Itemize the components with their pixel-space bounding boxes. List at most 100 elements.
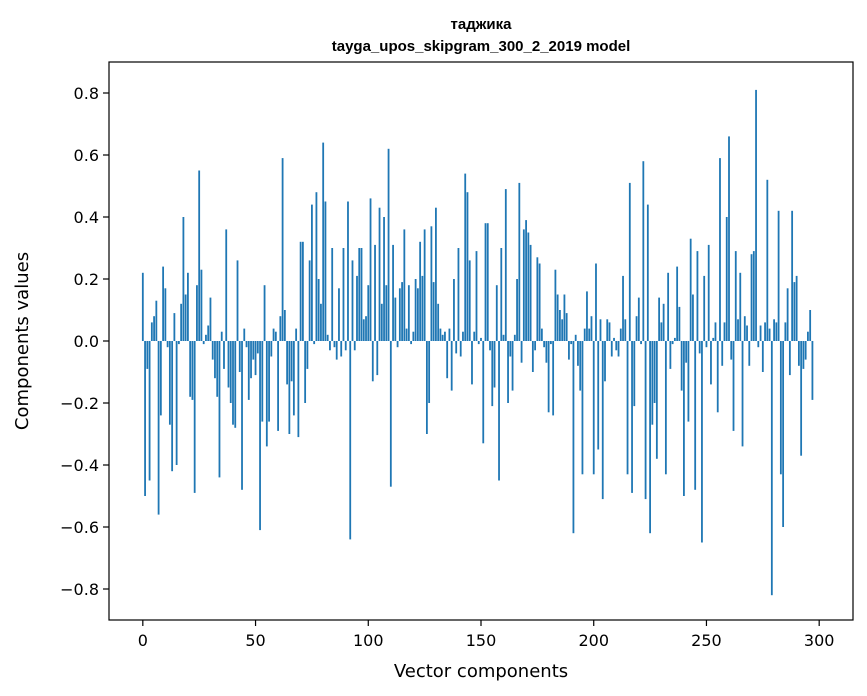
bar [577,341,579,366]
bar [540,328,543,341]
bar [547,341,550,413]
bar [378,207,381,341]
bar [701,341,703,543]
bar [626,341,629,475]
bar [159,341,162,416]
bar [270,341,273,357]
bar [297,341,300,438]
y-axis-ticks: −0.8 −0.6 −0.4 −0.2 0.0 0.2 0.4 0.6 0.8 [60,84,109,599]
y-tick-label: −0.2 [60,394,99,413]
bar [549,341,552,345]
bar [513,334,516,341]
bar [430,226,433,341]
bar [196,285,198,341]
bar [518,182,521,341]
bar [295,328,298,341]
bar [766,179,769,341]
bar [608,322,611,341]
bar [180,303,183,341]
bar [683,341,685,496]
bar [236,260,239,341]
bar [166,341,169,348]
bar [624,319,627,341]
bar [385,285,388,341]
bar [425,341,428,434]
bar [193,341,196,493]
bar [595,263,597,341]
bar [218,341,221,478]
bar [750,254,753,341]
bar [759,325,762,341]
bar [405,328,408,341]
bar [358,248,361,341]
bar [450,341,453,391]
bar [205,334,207,341]
bar [365,316,367,341]
bar [705,341,708,348]
bar [398,288,401,341]
bar [592,341,595,475]
x-axis-ticks: 0 50 100 150 200 250 300 [138,620,834,650]
bar [326,334,329,341]
bar [482,341,485,444]
bar [737,319,739,341]
bar [416,288,419,341]
bar [435,207,437,341]
bar [653,341,656,403]
bar [191,341,194,400]
bar [243,328,246,341]
bar [349,341,352,540]
bar [407,285,410,341]
bar [685,341,688,363]
bar [241,341,243,490]
bar [568,341,570,360]
x-tick-label: 50 [245,631,265,650]
bar [522,229,525,341]
bar [410,341,413,345]
bar [574,334,577,341]
bar [649,341,651,534]
bar [606,319,609,341]
chart-subtitle: tayga_upos_skipgram_300_2_2019 model [332,38,631,55]
bar [748,341,751,366]
bar [324,201,327,341]
y-tick-label: 0.2 [74,270,99,289]
bar [583,328,586,341]
bar [579,341,582,391]
bar [292,341,295,416]
bar [468,260,471,341]
bar [150,322,153,341]
bar [189,341,192,397]
bar [252,341,255,360]
bar [527,232,530,341]
bar [637,297,640,341]
bar [153,316,155,341]
y-tick-label: −0.4 [60,456,99,475]
bar [489,341,491,351]
bar [301,241,304,341]
x-tick-label: 150 [466,631,497,650]
bar [362,319,365,341]
bar [202,341,205,345]
bar [795,275,798,341]
bar [367,285,370,341]
bar [673,337,676,341]
bar [374,244,376,341]
y-tick-label: 0.6 [74,146,99,165]
bar [545,341,548,363]
bar [570,341,573,345]
bar [646,204,649,341]
bar [525,220,527,341]
bar [480,337,482,341]
bar [414,279,417,341]
bar [376,341,379,376]
bar [182,217,185,341]
bar [360,248,363,341]
bar [453,279,455,341]
bar [493,341,496,388]
bar [788,341,791,376]
bar [171,341,174,472]
bar [283,310,286,341]
bar [446,341,449,379]
bar [462,331,464,341]
